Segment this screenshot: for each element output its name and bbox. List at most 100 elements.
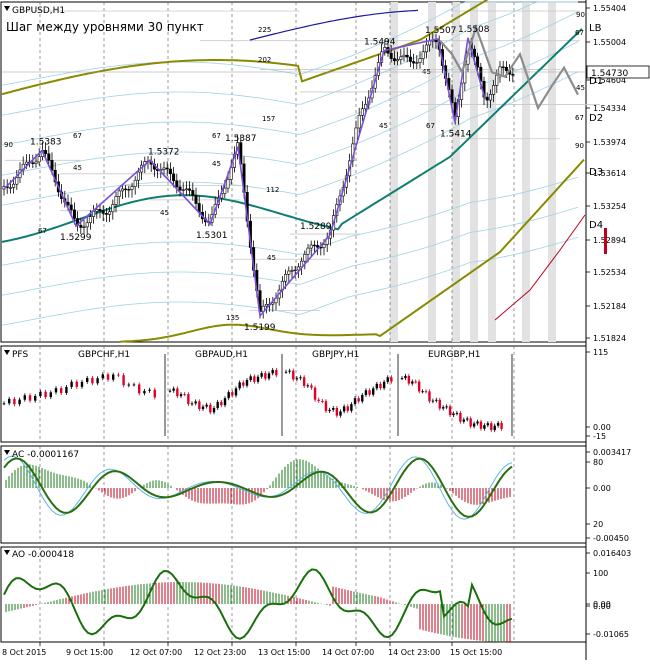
price-panel[interactable]: 1.5383 1.5299 1.5372 1.5301 1.5387 1.5199 1.52…	[1, 0, 600, 343]
highlight-band	[548, 2, 556, 342]
envelope-curve	[1, 41, 579, 176]
pfs-body	[96, 378, 99, 384]
candle-body	[85, 222, 89, 228]
candle-body	[120, 188, 124, 192]
pfs-body	[339, 411, 342, 416]
ao-panel[interactable]: AO -0.000418	[3, 547, 515, 643]
level-step-label: 45	[160, 209, 169, 217]
swing-label: 1.5289	[300, 222, 332, 232]
level-step-label: 67	[426, 122, 435, 130]
ac-signal-line	[3, 455, 513, 520]
pfs-body	[23, 395, 26, 400]
pfs-body	[414, 381, 417, 383]
highlight-bands	[390, 2, 556, 342]
pfs-body	[483, 425, 486, 429]
pfs-body	[190, 403, 194, 405]
level-tags: LB D1 D2 D3 D4	[589, 23, 607, 254]
subchart-tick-label: 0.00	[593, 484, 611, 493]
red-band	[494, 214, 586, 321]
zigzag-line	[3, 37, 486, 318]
pfs-body	[328, 409, 331, 412]
collapse-arrow-icon[interactable]	[4, 350, 10, 355]
swing-label: 1.5507	[425, 26, 457, 36]
pfs-body	[49, 392, 52, 398]
candle-body	[31, 162, 35, 164]
pfs-body	[299, 377, 302, 379]
pfs-body	[176, 388, 179, 397]
highlight-band	[428, 2, 436, 342]
price-tick-label: 1.52534	[593, 268, 626, 277]
candle-body	[396, 59, 400, 62]
candle-body	[175, 180, 179, 188]
candle-body	[162, 167, 166, 170]
pfs-body	[271, 369, 274, 374]
candle-body	[312, 244, 316, 247]
pfs-body	[424, 391, 428, 393]
time-tick-label: 14 Oct 07:00	[322, 648, 374, 657]
pfs-body	[442, 407, 445, 409]
level-step-label: 135	[226, 314, 239, 322]
candle-body	[418, 58, 422, 63]
pfs-body	[346, 406, 349, 411]
pfs-body	[253, 376, 256, 382]
pfs-body	[295, 378, 299, 380]
candle-body	[133, 179, 137, 187]
pfs-body	[472, 423, 476, 427]
price-tick-label: 1.53254	[593, 202, 626, 211]
pfs-body	[75, 381, 78, 387]
candle-body	[309, 244, 313, 249]
highlight-band	[390, 2, 398, 342]
candle-body	[104, 213, 108, 215]
channel-curves	[1, 0, 586, 343]
ao-label: AO -0.000418	[12, 550, 74, 560]
pfs-body	[34, 396, 37, 401]
pfs-body	[260, 373, 263, 377]
price-tick-label: 1.52894	[593, 236, 626, 245]
pfs-body	[317, 399, 320, 401]
level-step-label: 90	[576, 11, 585, 19]
collapse-arrow-icon[interactable]	[4, 450, 10, 455]
candle-body	[178, 186, 182, 191]
subchart-tick-label: 80	[593, 458, 603, 467]
pfs-body	[382, 381, 386, 389]
candle-body	[511, 73, 515, 76]
pfs-body	[368, 390, 371, 395]
pfs-label: PFS	[12, 350, 28, 360]
swing-label: 1.5301	[196, 231, 228, 241]
pfs-body	[372, 388, 375, 395]
pfs-body	[28, 395, 32, 401]
pfs-body	[275, 369, 278, 376]
pfs-body	[223, 398, 227, 406]
pfs-body	[455, 412, 459, 414]
candle-body	[501, 66, 505, 68]
pfs-body	[60, 388, 63, 393]
collapse-arrow-icon[interactable]	[4, 6, 10, 11]
candle-body	[12, 183, 16, 188]
candle-body	[488, 94, 492, 101]
ac-histogram	[5, 459, 511, 505]
candle-body	[82, 226, 86, 228]
pfs-body	[54, 388, 58, 393]
collapse-arrow-icon[interactable]	[4, 550, 10, 555]
envelope-curve	[1, 71, 579, 206]
pfs-body	[407, 375, 411, 384]
pfs-body	[101, 374, 104, 379]
candle-body	[421, 51, 425, 59]
symbol-label: GBPUSD,H1	[12, 6, 65, 16]
pfs-panel[interactable]: PFS GBPCHF,H1 GBPAUD,H1 GBPJPY,H1 EURGBP…	[2, 346, 515, 442]
pfs-body	[452, 413, 455, 416]
candle-body	[389, 52, 393, 59]
level-step-label: 225	[258, 26, 271, 34]
pfs-body	[476, 421, 479, 424]
candle-body	[184, 188, 188, 191]
ac-panel[interactable]: AC -0.0001167	[3, 446, 515, 543]
pfs-body	[335, 408, 339, 416]
candle-body	[127, 189, 131, 191]
level-step-label: 67	[38, 227, 47, 235]
vertical-gridlines	[39, 2, 515, 342]
level-tag: D2	[589, 113, 603, 124]
pfs-body	[490, 423, 493, 431]
candle-body	[223, 187, 227, 194]
